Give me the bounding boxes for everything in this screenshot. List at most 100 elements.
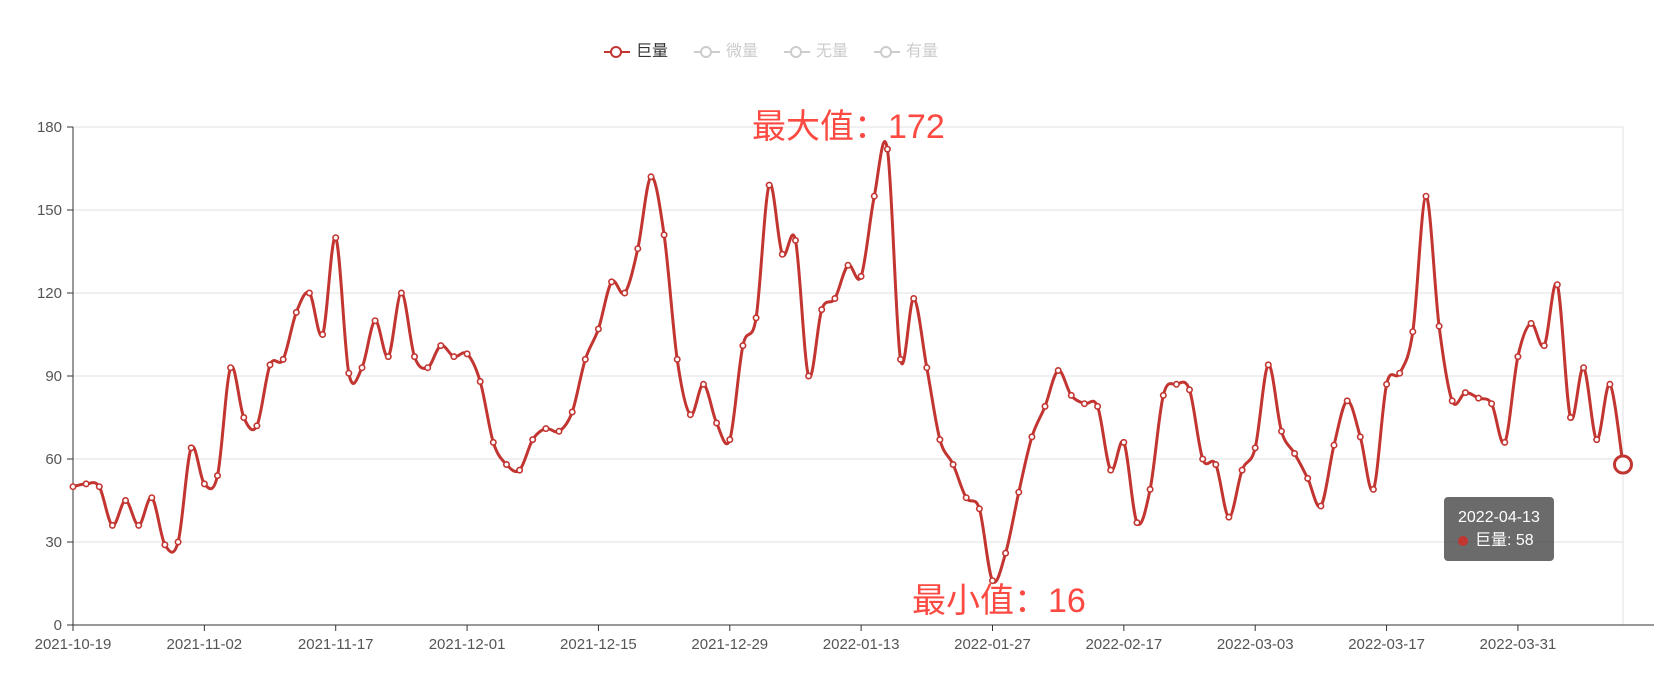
data-point-marker[interactable] <box>476 377 484 385</box>
data-point-marker[interactable] <box>910 294 918 302</box>
data-point-marker[interactable] <box>1369 485 1377 493</box>
data-point-marker[interactable] <box>555 427 563 435</box>
data-point-marker[interactable] <box>1120 438 1128 446</box>
data-point-marker[interactable] <box>1475 394 1483 402</box>
data-point-marker[interactable] <box>805 372 813 380</box>
data-point-marker[interactable] <box>1080 400 1088 408</box>
data-point-marker[interactable] <box>765 181 773 189</box>
data-point-marker[interactable] <box>1606 380 1614 388</box>
data-point-marker[interactable] <box>305 289 313 297</box>
data-point-marker[interactable] <box>1396 369 1404 377</box>
data-point-marker[interactable] <box>739 342 747 350</box>
data-point-marker[interactable] <box>227 364 235 372</box>
data-point-marker[interactable] <box>608 278 616 286</box>
data-point-marker[interactable] <box>1133 519 1141 527</box>
data-point-marker[interactable] <box>936 436 944 444</box>
data-point-marker[interactable] <box>1461 389 1469 397</box>
data-point-marker[interactable] <box>1501 438 1509 446</box>
data-point-marker[interactable] <box>713 419 721 427</box>
data-point-marker[interactable] <box>660 231 668 239</box>
data-point-marker[interactable] <box>1146 485 1154 493</box>
data-point-marker[interactable] <box>1356 433 1364 441</box>
data-point-marker[interactable] <box>1567 413 1575 421</box>
data-point-marker[interactable] <box>699 380 707 388</box>
data-point-marker[interactable] <box>82 480 90 488</box>
data-point-marker[interactable] <box>1304 474 1312 482</box>
data-point-marker[interactable] <box>384 353 392 361</box>
data-point-marker[interactable] <box>686 411 694 419</box>
active-point-ring[interactable] <box>1613 454 1633 475</box>
data-point-marker[interactable] <box>345 369 353 377</box>
data-point-marker[interactable] <box>1199 455 1207 463</box>
data-point-marker[interactable] <box>424 364 432 372</box>
data-point-marker[interactable] <box>949 460 957 468</box>
data-point-marker[interactable] <box>463 350 471 358</box>
data-point-marker[interactable] <box>1593 436 1601 444</box>
data-point-marker[interactable] <box>516 466 524 474</box>
data-point-marker[interactable] <box>1212 460 1220 468</box>
data-point-marker[interactable] <box>1186 386 1194 394</box>
data-point-marker[interactable] <box>1330 441 1338 449</box>
data-point-marker[interactable] <box>542 425 550 433</box>
data-point-marker[interactable] <box>148 494 156 502</box>
data-point-marker[interactable] <box>529 436 537 444</box>
data-point-marker[interactable] <box>200 480 208 488</box>
data-point-marker[interactable] <box>1553 281 1561 289</box>
data-point-marker[interactable] <box>568 408 576 416</box>
data-point-marker[interactable] <box>1172 380 1180 388</box>
data-point-marker[interactable] <box>279 355 287 363</box>
data-point-marker[interactable] <box>647 173 655 181</box>
data-point-marker[interactable] <box>818 306 826 314</box>
data-point-marker[interactable] <box>1580 364 1588 372</box>
data-point-marker[interactable] <box>253 422 261 430</box>
data-point-marker[interactable] <box>1067 391 1075 399</box>
data-point-marker[interactable] <box>1159 391 1167 399</box>
data-point-marker[interactable] <box>174 538 182 546</box>
data-point-marker[interactable] <box>1527 319 1535 327</box>
data-point-marker[interactable] <box>240 413 248 421</box>
data-point-marker[interactable] <box>594 325 602 333</box>
data-point-marker[interactable] <box>1054 366 1062 374</box>
legend-item-0[interactable]: 巨量 <box>604 44 668 60</box>
data-point-marker[interactable] <box>896 355 904 363</box>
data-point-marker[interactable] <box>1107 466 1115 474</box>
data-point-marker[interactable] <box>1251 444 1259 452</box>
data-point-marker[interactable] <box>844 261 852 269</box>
data-point-marker[interactable] <box>437 342 445 350</box>
data-point-marker[interactable] <box>581 355 589 363</box>
data-point-marker[interactable] <box>752 314 760 322</box>
data-point-marker[interactable] <box>187 444 195 452</box>
data-point-marker[interactable] <box>1028 433 1036 441</box>
data-point-marker[interactable] <box>1540 342 1548 350</box>
data-point-marker[interactable] <box>214 472 222 480</box>
data-point-marker[interactable] <box>266 361 274 369</box>
data-point-marker[interactable] <box>975 505 983 513</box>
data-point-marker[interactable] <box>1514 353 1522 361</box>
data-point-marker[interactable] <box>1409 328 1417 336</box>
data-point-marker[interactable] <box>621 289 629 297</box>
data-point-marker[interactable] <box>95 483 103 491</box>
data-point-marker[interactable] <box>502 460 510 468</box>
data-point-marker[interactable] <box>292 308 300 316</box>
data-point-marker[interactable] <box>332 234 340 242</box>
data-point-marker[interactable] <box>135 521 143 529</box>
data-point-marker[interactable] <box>962 494 970 502</box>
legend-item-2[interactable]: 无量 <box>784 44 848 60</box>
data-point-marker[interactable] <box>1238 466 1246 474</box>
data-point-marker[interactable] <box>923 364 931 372</box>
data-point-marker[interactable] <box>397 289 405 297</box>
legend-item-3[interactable]: 有量 <box>874 44 938 60</box>
data-point-marker[interactable] <box>1278 427 1286 435</box>
data-point-marker[interactable] <box>410 353 418 361</box>
data-point-marker[interactable] <box>1317 502 1325 510</box>
data-point-marker[interactable] <box>69 483 77 491</box>
data-point-marker[interactable] <box>791 236 799 244</box>
data-point-marker[interactable] <box>1435 322 1443 330</box>
data-point-marker[interactable] <box>1383 380 1391 388</box>
data-point-marker[interactable] <box>1094 402 1102 410</box>
data-point-marker[interactable] <box>108 521 116 529</box>
data-point-marker[interactable] <box>1448 397 1456 405</box>
data-point-marker[interactable] <box>161 541 169 549</box>
